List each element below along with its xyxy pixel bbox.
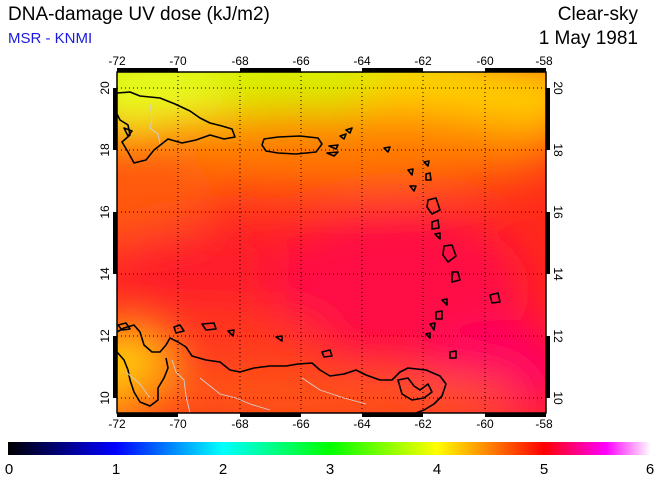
lon-tick-bottom: -70 [169, 417, 187, 431]
lon-tick-bottom: -62 [414, 417, 432, 431]
lat-tick-left: 20 [98, 81, 112, 95]
lat-tick-right: 12 [551, 329, 565, 343]
colorbar-label: 5 [540, 461, 548, 478]
date-label: 1 May 1981 [538, 28, 638, 49]
colorbar-label: 3 [326, 461, 334, 478]
country-borders [125, 103, 367, 414]
colorbar-label: 6 [646, 461, 654, 478]
colorbar-label: 1 [112, 461, 120, 478]
lon-tick-top: -66 [292, 54, 310, 68]
lon-tick-top: -72 [108, 54, 126, 68]
lon-tick-bottom: -64 [353, 417, 371, 431]
lon-tick-bottom: -66 [292, 417, 310, 431]
graticule [117, 72, 546, 413]
source-label: MSR - KNMI [8, 30, 93, 47]
lat-tick-left: 18 [98, 143, 112, 157]
lat-tick-right: 20 [551, 81, 565, 95]
colorbar-label: 2 [219, 461, 227, 478]
lat-tick-right: 14 [551, 267, 565, 281]
lat-tick-right: 16 [551, 205, 565, 219]
lat-tick-left: 10 [98, 391, 112, 405]
lon-tick-bottom: -58 [535, 417, 553, 431]
lon-tick-top: -64 [353, 54, 371, 68]
lon-tick-top: -60 [476, 54, 494, 68]
colorbar-label: 0 [5, 461, 13, 478]
lon-tick-top: -70 [169, 54, 187, 68]
lat-tick-left: 14 [98, 267, 112, 281]
lon-tick-bottom: -60 [476, 417, 494, 431]
map-title: DNA-damage UV dose (kJ/m2) [8, 4, 270, 25]
lon-tick-bottom: -68 [231, 417, 249, 431]
colorbar-label: 4 [433, 461, 441, 478]
lon-tick-top: -62 [414, 54, 432, 68]
lat-tick-left: 16 [98, 205, 112, 219]
map-border-bars [113, 68, 550, 417]
lat-tick-left: 12 [98, 329, 112, 343]
uv-dose-field [117, 72, 546, 413]
lat-ticks-right: 20 18 16 14 12 10 [551, 81, 565, 405]
lon-tick-top: -68 [231, 54, 249, 68]
lat-tick-right: 10 [551, 391, 565, 405]
lon-tick-top: -58 [535, 54, 553, 68]
lon-tick-bottom: -72 [108, 417, 126, 431]
lat-tick-right: 18 [551, 143, 565, 157]
lon-ticks-top: -72 -70 -68 -66 -64 -62 -60 -58 [108, 54, 553, 68]
colorbar-labels: 0 1 2 3 4 5 6 [5, 461, 654, 478]
lat-ticks-left: 20 18 16 14 12 10 [98, 81, 112, 405]
sky-condition-label: Clear-sky [557, 4, 638, 25]
coastlines [116, 91, 501, 414]
lon-ticks-bottom: -72 -70 -68 -66 -64 -62 -60 -58 [108, 417, 553, 431]
colorbar [8, 442, 651, 455]
